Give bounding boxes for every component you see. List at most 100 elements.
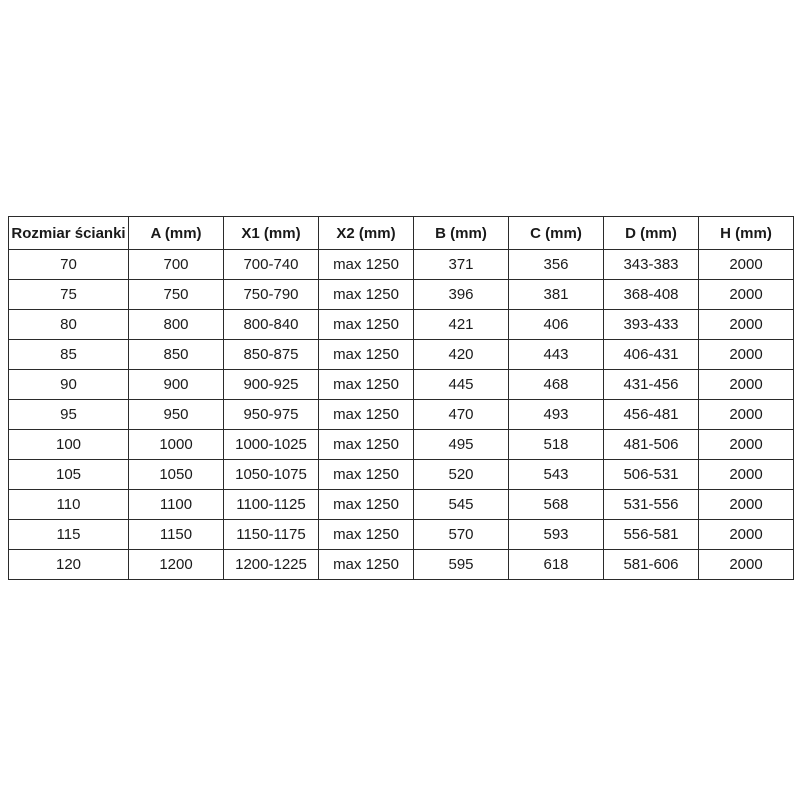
table-cell: 581-606	[603, 549, 699, 580]
table-cell: 545	[413, 489, 509, 520]
table-row: 75 750 750-790 max 1250 396 381 368-408 2000	[8, 279, 794, 310]
column-header: B (mm)	[413, 216, 509, 250]
table-cell: 95	[8, 399, 129, 430]
table-cell: 2000	[698, 369, 794, 400]
table-cell: 700-740	[223, 249, 319, 280]
table-cell: 406-431	[603, 339, 699, 370]
table-cell: 2000	[698, 339, 794, 370]
table-cell: 1050-1075	[223, 459, 319, 490]
table-cell: 368-408	[603, 279, 699, 310]
column-header: C (mm)	[508, 216, 604, 250]
table-cell: 950-975	[223, 399, 319, 430]
table-cell: 1200	[128, 549, 224, 580]
column-header: A (mm)	[128, 216, 224, 250]
table-row: 70 700 700-740 max 1250 371 356 343-383 2000	[8, 249, 794, 280]
table-cell: 506-531	[603, 459, 699, 490]
table-cell: 2000	[698, 399, 794, 430]
table-cell: 356	[508, 249, 604, 280]
table-cell: 750	[128, 279, 224, 310]
table-cell: 568	[508, 489, 604, 520]
table-cell: 421	[413, 309, 509, 340]
table-cell: 431-456	[603, 369, 699, 400]
table-body: 70 700 700-740 max 1250 371 356 343-383 2000 75 7…	[8, 249, 794, 580]
table-cell: max 1250	[318, 249, 414, 280]
table-cell: 70	[8, 249, 129, 280]
table-cell: 1050	[128, 459, 224, 490]
table-cell: 1150	[128, 519, 224, 550]
table-cell: 2000	[698, 249, 794, 280]
table-cell: 2000	[698, 309, 794, 340]
table-cell: 85	[8, 339, 129, 370]
table-cell: 90	[8, 369, 129, 400]
table-cell: 406	[508, 309, 604, 340]
table-cell: 2000	[698, 489, 794, 520]
table-cell: 593	[508, 519, 604, 550]
table-cell: 393-433	[603, 309, 699, 340]
table-cell: 120	[8, 549, 129, 580]
table-cell: 570	[413, 519, 509, 550]
table-cell: 2000	[698, 279, 794, 310]
table-cell: max 1250	[318, 549, 414, 580]
table-cell: 105	[8, 459, 129, 490]
table-cell: 470	[413, 399, 509, 430]
table-cell: max 1250	[318, 519, 414, 550]
table-cell: 2000	[698, 459, 794, 490]
table-cell: 2000	[698, 519, 794, 550]
table-cell: 520	[413, 459, 509, 490]
column-header: D (mm)	[603, 216, 699, 250]
table-cell: 800	[128, 309, 224, 340]
table-cell: 445	[413, 369, 509, 400]
table-cell: 531-556	[603, 489, 699, 520]
table-cell: 595	[413, 549, 509, 580]
table-cell: max 1250	[318, 309, 414, 340]
table-cell: 1000	[128, 429, 224, 460]
table-cell: 75	[8, 279, 129, 310]
table-cell: 750-790	[223, 279, 319, 310]
table-cell: max 1250	[318, 339, 414, 370]
table-cell: 100	[8, 429, 129, 460]
table-row: 90 900 900-925 max 1250 445 468 431-456 2000	[8, 369, 794, 400]
table-cell: 1100-1125	[223, 489, 319, 520]
table-row: 115 1150 1150-1175 max 1250 570 593 556-581 200…	[8, 519, 794, 550]
table-cell: 850	[128, 339, 224, 370]
table-cell: 2000	[698, 429, 794, 460]
table-cell: 481-506	[603, 429, 699, 460]
table-cell: 456-481	[603, 399, 699, 430]
table-cell: 1200-1225	[223, 549, 319, 580]
table-cell: 381	[508, 279, 604, 310]
table-cell: 900	[128, 369, 224, 400]
table-cell: 371	[413, 249, 509, 280]
table-cell: max 1250	[318, 399, 414, 430]
table-row: 85 850 850-875 max 1250 420 443 406-431 2000	[8, 339, 794, 370]
table-cell: 518	[508, 429, 604, 460]
table-cell: max 1250	[318, 429, 414, 460]
size-spec-table: Rozmiar ścianki A (mm) X1 (mm) X2 (mm) B (mm…	[8, 216, 794, 580]
column-header: X1 (mm)	[223, 216, 319, 250]
table-row: 95 950 950-975 max 1250 470 493 456-481 2000	[8, 399, 794, 430]
table-cell: max 1250	[318, 279, 414, 310]
table-cell: 115	[8, 519, 129, 550]
table-cell: 493	[508, 399, 604, 430]
table-cell: max 1250	[318, 369, 414, 400]
table-row: 120 1200 1200-1225 max 1250 595 618 581-606 200…	[8, 549, 794, 580]
column-header: H (mm)	[698, 216, 794, 250]
table-row: 100 1000 1000-1025 max 1250 495 518 481-506 200…	[8, 429, 794, 460]
table-cell: 950	[128, 399, 224, 430]
table-cell: 543	[508, 459, 604, 490]
table-head: Rozmiar ścianki A (mm) X1 (mm) X2 (mm) B (mm…	[8, 216, 794, 250]
header-row: Rozmiar ścianki A (mm) X1 (mm) X2 (mm) B (mm…	[8, 216, 794, 250]
column-header: Rozmiar ścianki	[8, 216, 129, 250]
table-row: 110 1100 1100-1125 max 1250 545 568 531-556 200…	[8, 489, 794, 520]
table-cell: 396	[413, 279, 509, 310]
table-cell: 80	[8, 309, 129, 340]
table-cell: 800-840	[223, 309, 319, 340]
table-cell: 1100	[128, 489, 224, 520]
table-cell: 110	[8, 489, 129, 520]
table-cell: 2000	[698, 549, 794, 580]
table-row: 80 800 800-840 max 1250 421 406 393-433 2000	[8, 309, 794, 340]
table-cell: 495	[413, 429, 509, 460]
table-cell: 443	[508, 339, 604, 370]
table-cell: 618	[508, 549, 604, 580]
table-cell: 556-581	[603, 519, 699, 550]
table-cell: 420	[413, 339, 509, 370]
